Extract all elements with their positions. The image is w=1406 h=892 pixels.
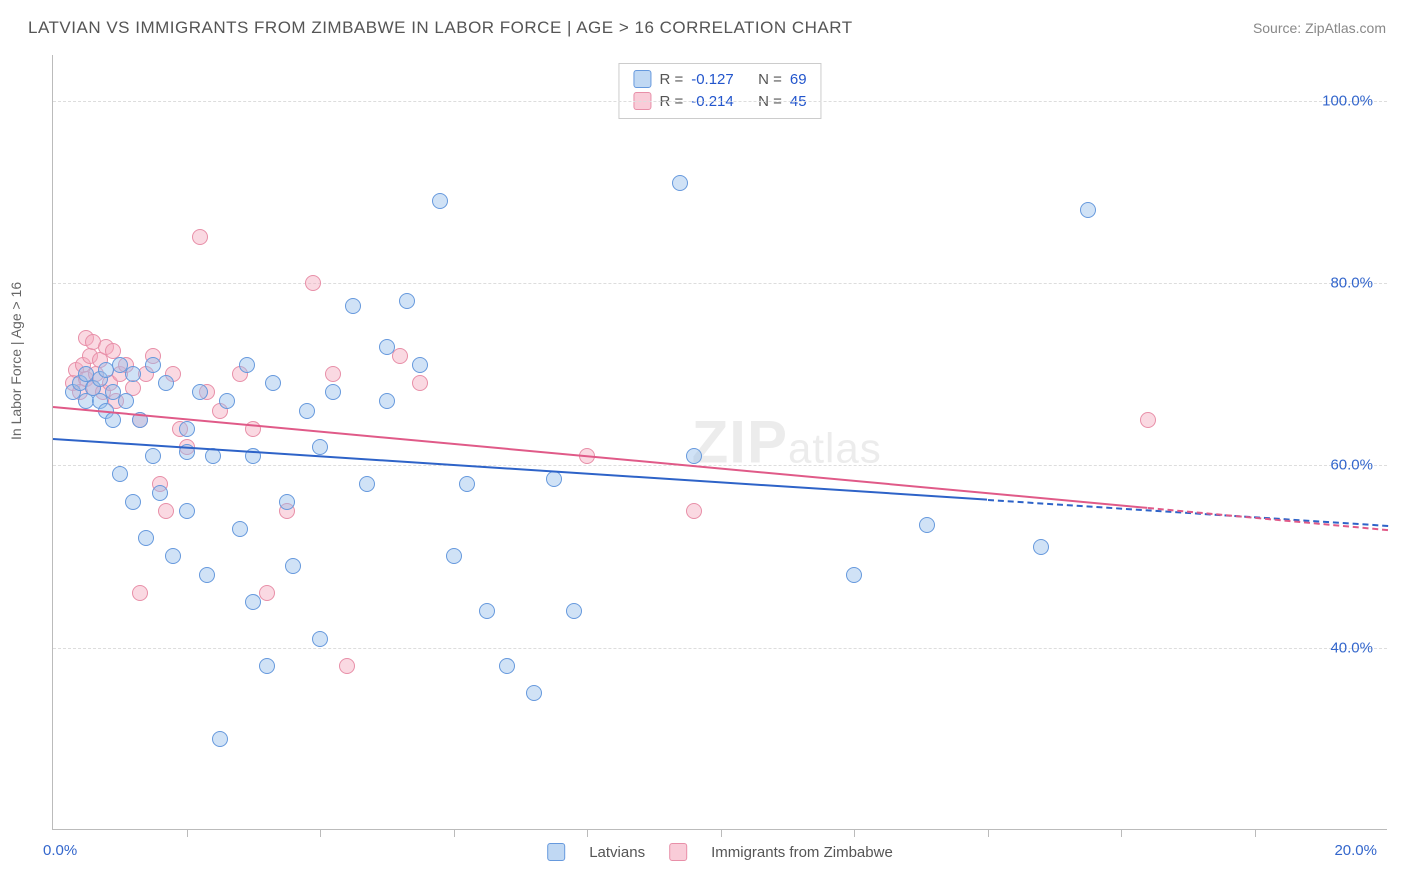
y-tick-label: 100.0% (1322, 92, 1373, 109)
r-label: R = (659, 71, 683, 88)
data-point-pink (686, 503, 702, 519)
data-point-pink (325, 366, 341, 382)
x-tick (721, 829, 722, 837)
trend-line (1148, 507, 1388, 531)
data-point-blue (239, 357, 255, 373)
data-point-blue (312, 439, 328, 455)
y-tick-label: 60.0% (1330, 457, 1373, 474)
data-point-blue (546, 471, 562, 487)
x-tick (454, 829, 455, 837)
data-point-blue (285, 558, 301, 574)
blue-r-value: -0.127 (691, 71, 734, 88)
y-tick-label: 80.0% (1330, 274, 1373, 291)
data-point-blue (259, 658, 275, 674)
chart-container: LATVIAN VS IMMIGRANTS FROM ZIMBABWE IN L… (0, 0, 1406, 892)
data-point-blue (526, 685, 542, 701)
data-point-blue (219, 393, 235, 409)
data-point-blue (379, 339, 395, 355)
data-point-blue (138, 530, 154, 546)
grid-line (53, 283, 1387, 284)
data-point-blue (479, 603, 495, 619)
data-point-blue (446, 548, 462, 564)
data-point-blue (118, 393, 134, 409)
data-point-blue (199, 567, 215, 583)
series-legend: Latvians Immigrants from Zimbabwe (547, 843, 893, 861)
data-point-blue (279, 494, 295, 510)
data-point-blue (566, 603, 582, 619)
data-point-blue (919, 517, 935, 533)
y-axis-label: In Labor Force | Age > 16 (8, 282, 24, 440)
source-attribution: Source: ZipAtlas.com (1253, 20, 1386, 36)
data-point-blue (846, 567, 862, 583)
grid-line (53, 101, 1387, 102)
data-point-blue (459, 476, 475, 492)
data-point-blue (672, 175, 688, 191)
legend-row-blue: R = -0.127 N = 69 (633, 68, 806, 90)
data-point-blue (152, 485, 168, 501)
data-point-pink (132, 585, 148, 601)
data-point-pink (158, 503, 174, 519)
data-point-pink (412, 375, 428, 391)
data-point-blue (686, 448, 702, 464)
data-point-blue (265, 375, 281, 391)
data-point-blue (125, 494, 141, 510)
data-point-blue (232, 521, 248, 537)
data-point-blue (1033, 539, 1049, 555)
data-point-blue (158, 375, 174, 391)
n-label: N = (758, 71, 782, 88)
data-point-blue (432, 193, 448, 209)
x-tick (320, 829, 321, 837)
x-tick (854, 829, 855, 837)
data-point-blue (112, 466, 128, 482)
legend-swatch-blue-bottom (547, 843, 565, 861)
x-tick (1255, 829, 1256, 837)
data-point-pink (1140, 412, 1156, 428)
y-tick-label: 40.0% (1330, 639, 1373, 656)
plot-area: ZIPatlas R = -0.127 N = 69 R = -0.214 N … (52, 55, 1387, 830)
data-point-blue (412, 357, 428, 373)
x-tick (1121, 829, 1122, 837)
data-point-blue (1080, 202, 1096, 218)
data-point-blue (165, 548, 181, 564)
x-tick (587, 829, 588, 837)
grid-line (53, 465, 1387, 466)
data-point-blue (312, 631, 328, 647)
data-point-blue (145, 448, 161, 464)
data-point-blue (212, 731, 228, 747)
data-point-blue (379, 393, 395, 409)
data-point-blue (179, 503, 195, 519)
chart-title: LATVIAN VS IMMIGRANTS FROM ZIMBABWE IN L… (28, 18, 853, 38)
data-point-blue (325, 384, 341, 400)
data-point-blue (125, 366, 141, 382)
legend-label-latvians: Latvians (589, 844, 645, 861)
x-tick (988, 829, 989, 837)
data-point-pink (392, 348, 408, 364)
grid-line (53, 648, 1387, 649)
data-point-blue (245, 594, 261, 610)
data-point-pink (192, 229, 208, 245)
correlation-legend: R = -0.127 N = 69 R = -0.214 N = 45 (618, 63, 821, 119)
data-point-blue (399, 293, 415, 309)
x-tick (187, 829, 188, 837)
data-point-blue (145, 357, 161, 373)
data-point-blue (192, 384, 208, 400)
legend-swatch-pink-bottom (669, 843, 687, 861)
blue-n-value: 69 (790, 71, 807, 88)
data-point-pink (259, 585, 275, 601)
data-point-blue (345, 298, 361, 314)
legend-label-zimbabwe: Immigrants from Zimbabwe (711, 844, 893, 861)
x-axis-max-label: 20.0% (1334, 842, 1377, 859)
data-point-blue (299, 403, 315, 419)
legend-swatch-blue (633, 70, 651, 88)
data-point-pink (339, 658, 355, 674)
x-axis-min-label: 0.0% (43, 842, 77, 859)
data-point-pink (305, 275, 321, 291)
data-point-blue (359, 476, 375, 492)
trend-line (53, 438, 988, 501)
data-point-blue (179, 421, 195, 437)
data-point-blue (499, 658, 515, 674)
